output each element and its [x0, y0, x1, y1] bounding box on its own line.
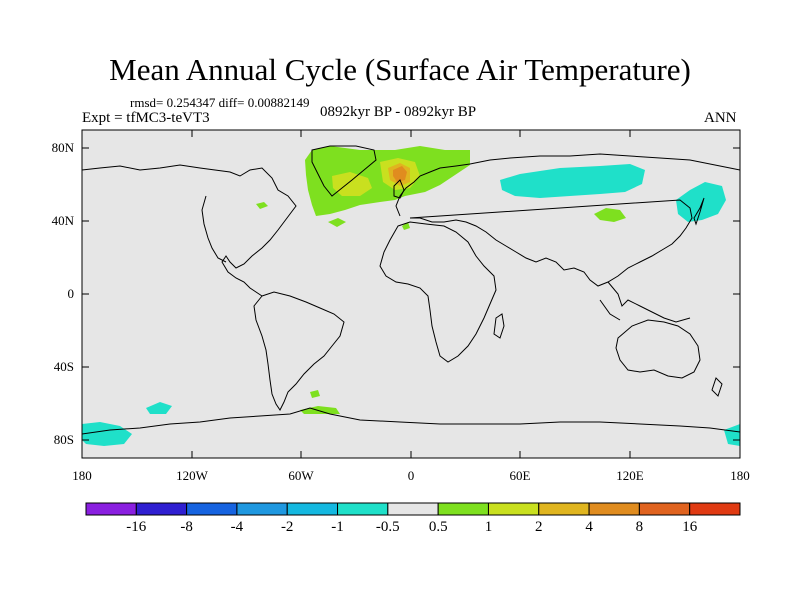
colorbar-swatch-6: [387, 502, 439, 516]
uk-coast: [393, 179, 405, 199]
lat-label-80s: 80S: [53, 432, 74, 447]
statistics-line: rmsd= 0.254347 diff= 0.00882149: [130, 95, 310, 110]
lat-label-40s: 40S: [53, 359, 74, 374]
africa-coast: [379, 221, 497, 363]
colorbar-label-3: -2: [280, 519, 294, 535]
europe-asia-coast: [395, 153, 740, 287]
central-asia-green-patch: [594, 208, 626, 222]
colorbar-label-6: 0.5: [428, 519, 448, 535]
australia-coast: [615, 319, 701, 379]
colorbar-swatch-1: [135, 502, 188, 516]
lon-label-60e: 60E: [509, 468, 531, 483]
southern-ocean-cyan-patch: [146, 402, 172, 414]
lat-label-0: 0: [67, 286, 75, 301]
experiment-label: Expt = tfMC3-teVT3: [82, 110, 210, 126]
period-label: 0892kyr BP - 0892kyr BP: [320, 104, 477, 120]
lon-label-180w: 180: [72, 468, 92, 483]
colorbar-swatch-0: [85, 502, 137, 516]
small-green-patch-2: [328, 218, 346, 227]
new-zealand-coast: [711, 377, 723, 397]
season-label: ANN: [704, 110, 737, 126]
colorbar-swatch-4: [286, 502, 339, 516]
greenland-coast: [311, 145, 377, 197]
lon-label-120w: 120W: [176, 468, 208, 483]
small-green-patch-3: [402, 222, 410, 230]
east-asia-cyan-patch: [676, 182, 726, 222]
colorbar-label-4: -1: [331, 519, 344, 535]
colorbar-label-11: 16: [682, 519, 698, 535]
small-green-patch-1: [256, 202, 268, 209]
lon-label-120e: 120E: [616, 468, 644, 483]
colorbar-swatch-9: [538, 502, 590, 516]
coastlines: [82, 145, 740, 435]
chart-title: Mean Annual Cycle (Surface Air Temperatu…: [109, 52, 691, 87]
colorbar-swatch-10: [588, 502, 640, 516]
south-atlantic-green-patch: [310, 390, 320, 398]
lat-label-80n: 80N: [51, 140, 74, 155]
lon-label-0: 0: [407, 468, 415, 483]
lat-label-40n: 40N: [51, 213, 74, 228]
colorbar-swatch-3: [236, 502, 288, 516]
greenland-yellow-patch: [332, 172, 372, 196]
japan-coast: [693, 197, 705, 226]
colorbar-label-5: -0.5: [375, 519, 400, 535]
anomaly-patches: [82, 146, 740, 446]
colorbar-swatch-5: [337, 502, 389, 516]
antarctica-coast: [82, 407, 740, 435]
colorbar-label-1: -8: [180, 519, 193, 535]
colorbar-swatch-12: [689, 502, 741, 516]
colorbar-label-2: -4: [230, 519, 244, 535]
colorbar-label-10: 8: [635, 519, 644, 535]
axis-ticks: [81, 130, 741, 458]
north-america-coast: [82, 164, 297, 297]
lon-label-180e: 180: [730, 468, 750, 483]
colorbar: [85, 502, 741, 516]
colorbar-swatch-8: [487, 502, 540, 516]
colorbar-label-9: 4: [585, 519, 593, 535]
south-america-coast: [253, 291, 345, 411]
madagascar-coast: [493, 313, 505, 339]
colorbar-label-7: 1: [484, 519, 493, 535]
colorbar-label-8: 2: [535, 519, 543, 535]
lon-label-60w: 60W: [288, 468, 314, 483]
antarctic-cyan-patch-west: [82, 422, 132, 446]
colorbar-label-0: -16: [126, 519, 147, 535]
scandinavia-dark-orange-patch: [393, 166, 407, 182]
colorbar-swatch-7: [437, 502, 489, 516]
southeast-asia-coast: [599, 281, 691, 323]
colorbar-swatch-11: [638, 502, 691, 516]
colorbar-swatch-2: [186, 502, 238, 516]
siberia-cyan-patch: [500, 164, 645, 198]
